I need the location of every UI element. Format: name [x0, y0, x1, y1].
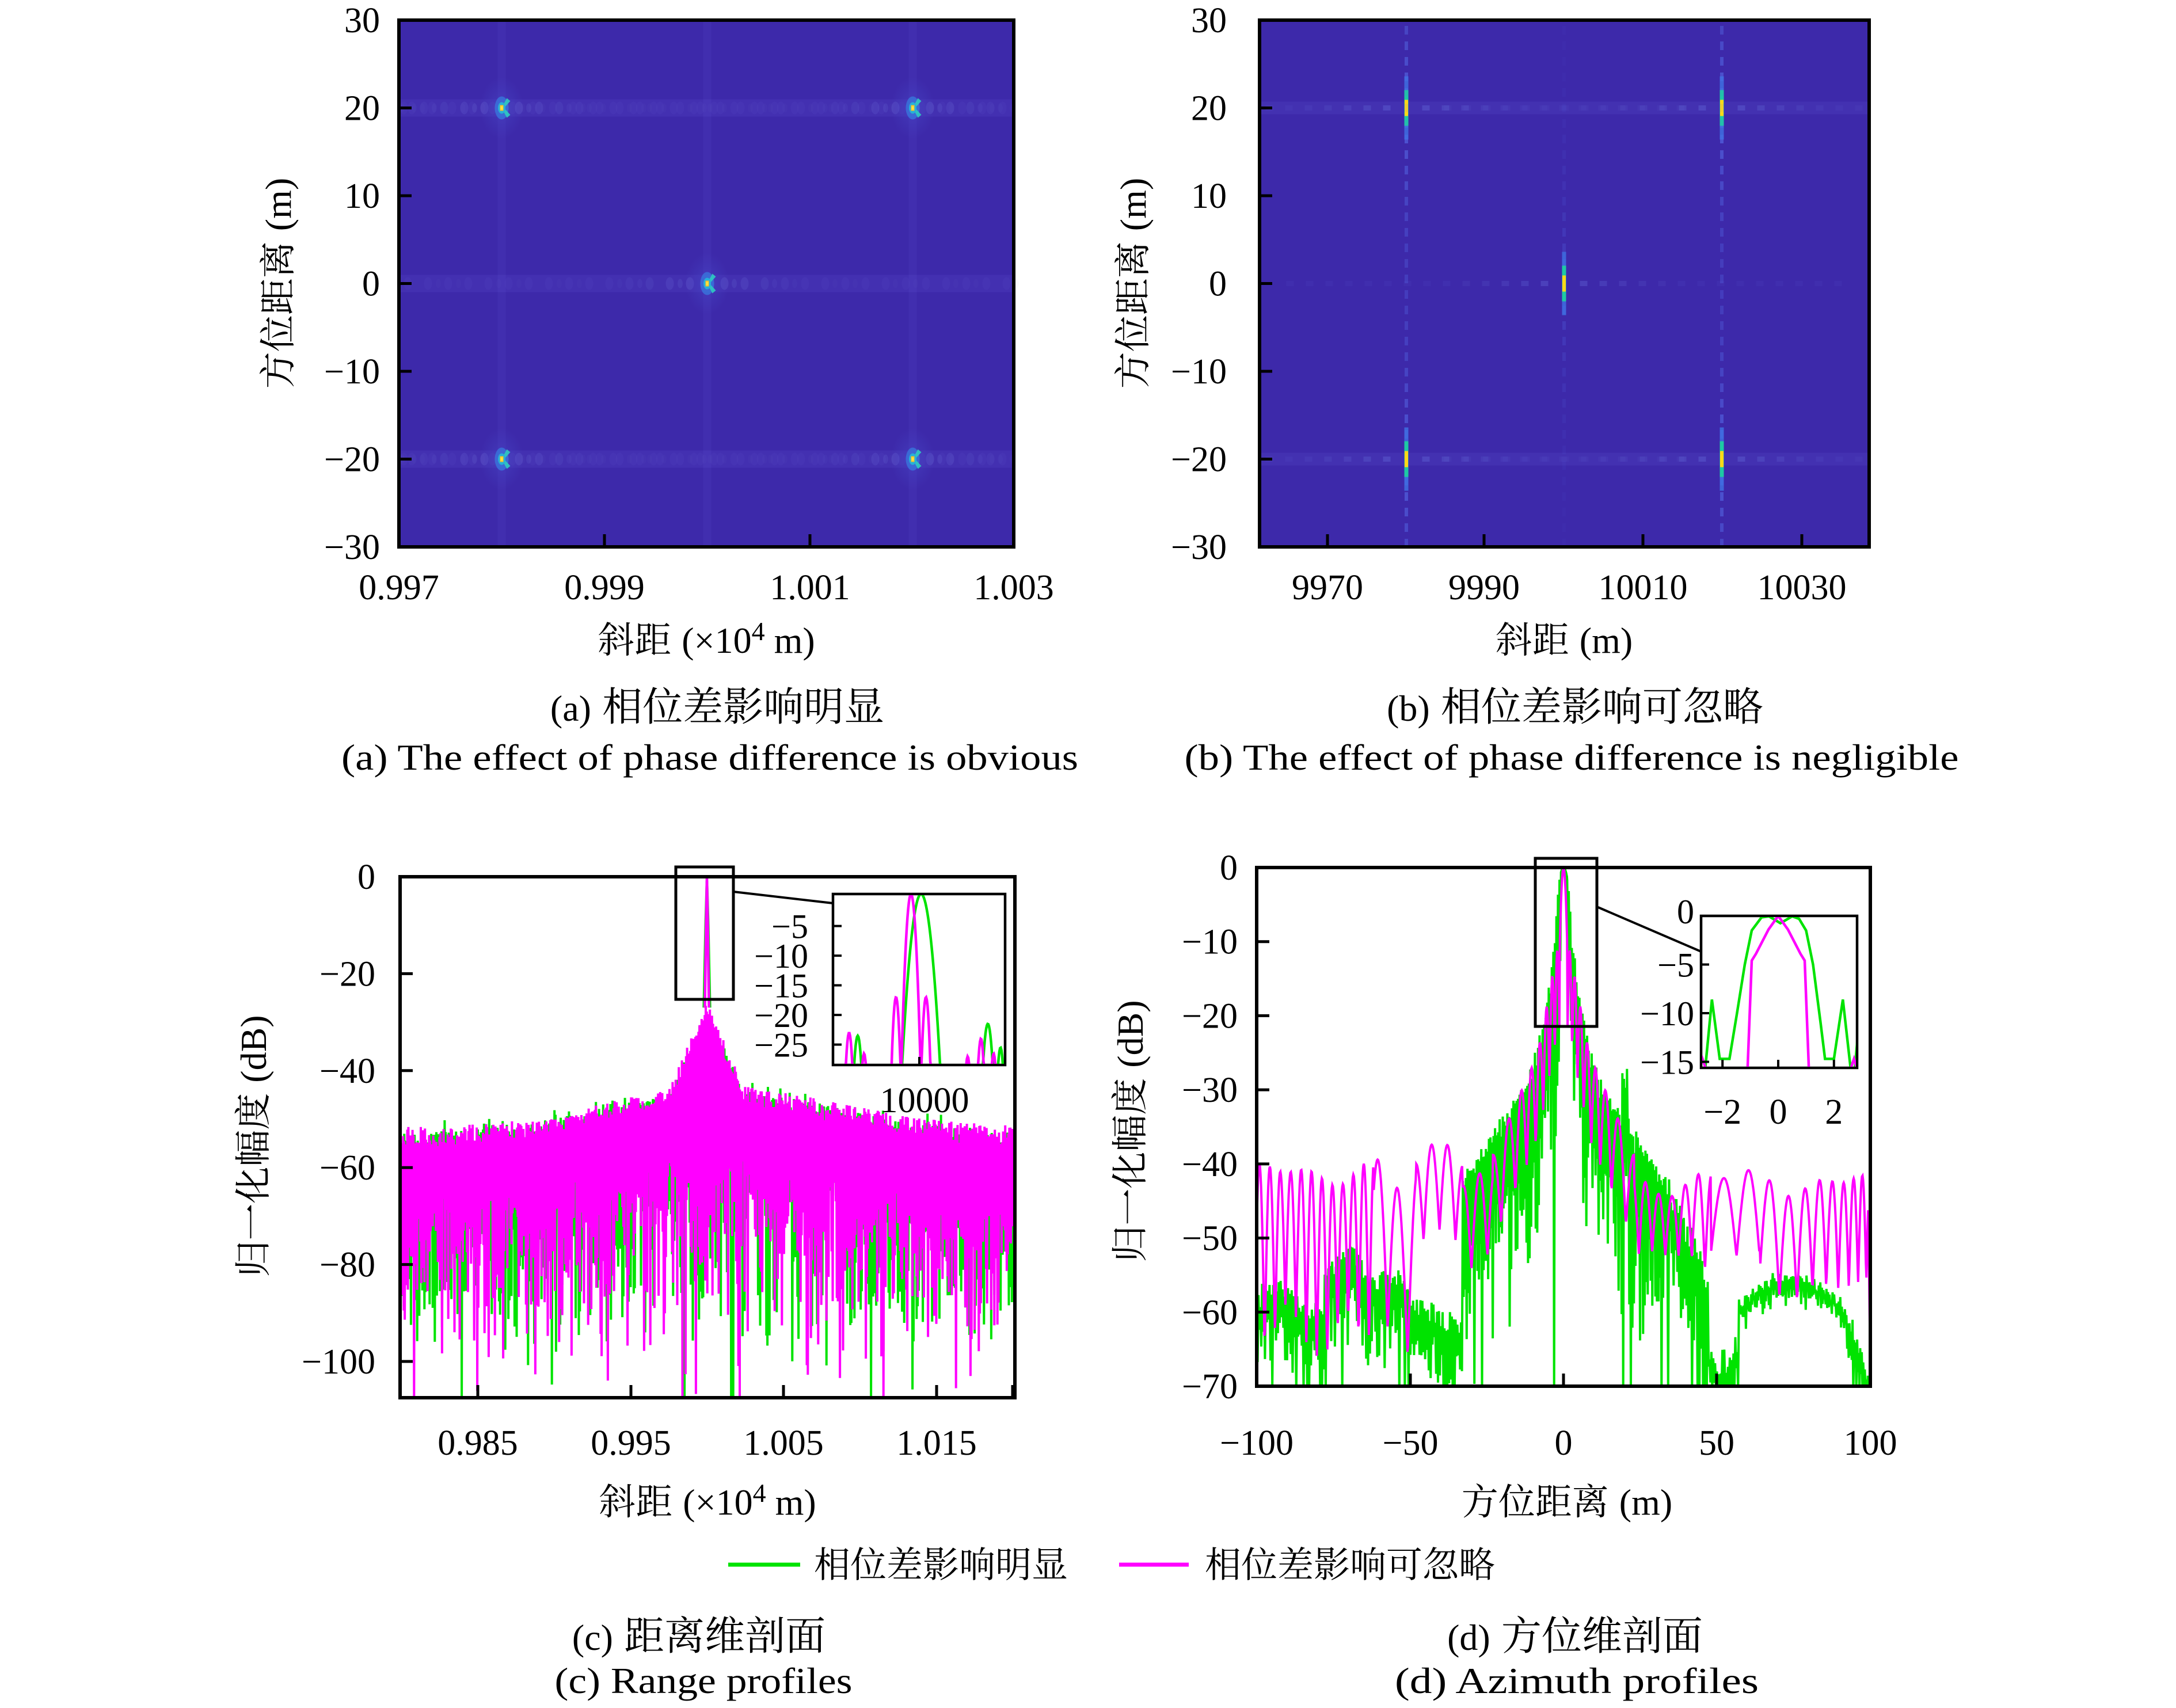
svg-text:(m): (m) [1619, 1482, 1672, 1523]
svg-text:(d) Azimuth profiles: (d) Azimuth profiles [1395, 1660, 1759, 1701]
svg-text:(c): (c) [572, 1617, 613, 1658]
svg-text:50: 50 [1699, 1424, 1734, 1463]
svg-text:−20: −20 [319, 954, 375, 994]
svg-text:−15: −15 [1640, 1044, 1694, 1082]
svg-text:0.985: 0.985 [438, 1424, 518, 1463]
svg-text:30: 30 [1191, 1, 1227, 40]
svg-text:20: 20 [1191, 89, 1227, 128]
svg-text:−80: −80 [319, 1246, 375, 1285]
svg-text:1.001: 1.001 [770, 568, 850, 607]
svg-text:−30: −30 [1182, 1071, 1238, 1110]
svg-text:0: 0 [1770, 1093, 1787, 1132]
svg-text:−70: −70 [1182, 1367, 1238, 1406]
svg-text:1.003: 1.003 [973, 568, 1054, 607]
svg-text:−10: −10 [1171, 352, 1227, 391]
svg-text:(c) Range profiles: (c) Range profiles [555, 1660, 853, 1701]
svg-text:−100: −100 [302, 1342, 375, 1382]
svg-text:−40: −40 [1182, 1145, 1238, 1184]
svg-text:0.997: 0.997 [359, 568, 439, 607]
svg-text:30: 30 [344, 1, 380, 40]
svg-text:−10: −10 [1640, 995, 1694, 1033]
svg-text:−15: −15 [754, 967, 808, 1005]
svg-text:(b): (b) [1387, 688, 1430, 729]
svg-text:(b) The effect of phase differ: (b) The effect of phase difference is ne… [1185, 737, 1959, 778]
svg-text:−10: −10 [324, 352, 380, 391]
svg-text:1.015: 1.015 [896, 1424, 977, 1463]
svg-text:0: 0 [1220, 849, 1238, 888]
svg-text:(dB): (dB) [233, 1015, 274, 1082]
svg-text:1.005: 1.005 [743, 1424, 824, 1463]
svg-text:(a) The effect of phase differ: (a) The effect of phase difference is ob… [341, 737, 1078, 778]
svg-text:−10: −10 [754, 937, 808, 975]
svg-text:0: 0 [1555, 1424, 1573, 1463]
svg-text:0.999: 0.999 [564, 568, 645, 607]
svg-text:0: 0 [357, 858, 375, 897]
svg-text:−10: −10 [1182, 923, 1238, 962]
svg-text:(m): (m) [1580, 620, 1633, 661]
svg-text:(×104 m): (×104 m) [683, 1478, 816, 1523]
svg-text:100: 100 [1844, 1424, 1897, 1463]
svg-text:20: 20 [344, 89, 380, 128]
svg-text:(×104 m): (×104 m) [682, 617, 815, 661]
svg-text:−5: −5 [771, 908, 808, 946]
svg-text:(m): (m) [1113, 178, 1154, 231]
svg-text:2: 2 [1825, 1093, 1843, 1132]
svg-text:9970: 9970 [1292, 568, 1363, 607]
svg-text:−20: −20 [754, 996, 808, 1034]
svg-text:−20: −20 [1171, 440, 1227, 480]
svg-text:(d): (d) [1447, 1617, 1490, 1658]
svg-text:−60: −60 [1182, 1293, 1238, 1332]
svg-text:−20: −20 [1182, 996, 1238, 1036]
svg-text:−25: −25 [754, 1026, 808, 1064]
svg-text:−50: −50 [1182, 1219, 1238, 1258]
svg-text:(a): (a) [550, 688, 591, 729]
svg-text:0.995: 0.995 [591, 1424, 671, 1463]
svg-text:−100: −100 [1220, 1424, 1294, 1463]
svg-text:−30: −30 [324, 528, 380, 567]
svg-text:(dB): (dB) [1110, 1000, 1151, 1067]
svg-text:0: 0 [362, 265, 380, 304]
svg-text:10030: 10030 [1757, 568, 1847, 607]
svg-text:0: 0 [1209, 265, 1227, 304]
svg-text:−5: −5 [1657, 946, 1694, 984]
svg-text:10010: 10010 [1599, 568, 1688, 607]
svg-text:0: 0 [1677, 893, 1694, 931]
svg-text:−50: −50 [1383, 1424, 1439, 1463]
svg-text:10: 10 [344, 177, 380, 216]
svg-text:(m): (m) [258, 178, 299, 231]
svg-text:−20: −20 [324, 440, 380, 480]
svg-text:−40: −40 [319, 1052, 375, 1091]
svg-text:10: 10 [1191, 177, 1227, 216]
svg-text:−30: −30 [1171, 528, 1227, 567]
svg-text:−60: −60 [319, 1148, 375, 1188]
svg-text:9990: 9990 [1448, 568, 1520, 607]
svg-text:10000: 10000 [880, 1081, 969, 1120]
svg-text:−2: −2 [1703, 1093, 1741, 1132]
